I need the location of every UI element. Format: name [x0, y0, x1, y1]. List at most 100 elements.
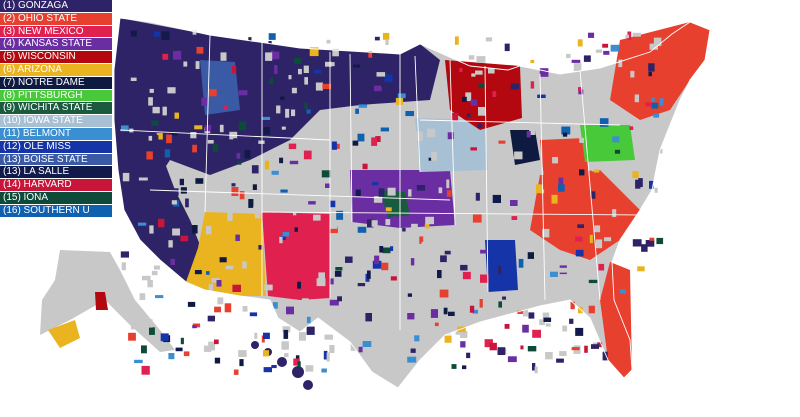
county-cell: [376, 72, 386, 77]
county-cell: [306, 326, 315, 335]
county-cell: [122, 172, 130, 182]
county-cell: [627, 31, 632, 40]
county-cell: [233, 138, 238, 147]
county-cell: [478, 83, 485, 88]
county-cell: [302, 298, 309, 305]
county-cell: [462, 96, 467, 102]
county-cell: [244, 149, 251, 159]
county-cell: [217, 202, 222, 207]
county-cell: [242, 306, 248, 312]
county-cell: [543, 317, 552, 322]
county-cell: [578, 89, 584, 95]
county-cell: [583, 55, 591, 62]
county-cell: [632, 171, 639, 179]
county-cell: [271, 365, 277, 369]
county-cell: [530, 168, 535, 176]
county-cell: [208, 283, 213, 291]
county-cell: [147, 280, 153, 288]
county-cell: [510, 200, 518, 206]
state-border: [349, 53, 353, 223]
county-cell: [195, 61, 200, 69]
county-cell: [297, 361, 301, 368]
county-cell: [295, 355, 300, 359]
county-cell: [134, 359, 143, 364]
county-cell: [368, 51, 373, 58]
county-cell: [468, 55, 475, 60]
county-cell: [385, 219, 391, 226]
county-cell: [168, 353, 175, 360]
county-cell: [283, 329, 289, 339]
county-cell: [577, 224, 584, 228]
county-cell: [237, 224, 242, 234]
county-cell: [408, 189, 412, 197]
county-cell: [206, 271, 210, 275]
state-border: [119, 129, 331, 141]
county-cell: [205, 182, 213, 188]
county-cell: [173, 50, 182, 60]
county-cell: [190, 132, 197, 139]
county-cell: [553, 253, 560, 261]
state-border: [539, 73, 546, 301]
county-cell: [559, 267, 568, 273]
county-cell: [595, 49, 602, 53]
county-cell: [268, 41, 272, 45]
boise-state-region: [200, 60, 240, 115]
county-cell: [653, 148, 663, 154]
county-cell: [143, 53, 147, 61]
county-cell: [142, 275, 151, 281]
county-cell: [652, 140, 662, 146]
county-cell: [367, 270, 371, 279]
county-cell: [321, 368, 327, 373]
county-cell: [337, 91, 343, 96]
county-cell: [571, 59, 581, 63]
county-cell: [507, 356, 517, 363]
county-cell: [231, 187, 239, 196]
county-cell: [632, 32, 641, 37]
county-cell: [387, 187, 396, 196]
alaska-base: [40, 250, 175, 352]
county-cell: [569, 318, 574, 324]
county-cell: [591, 201, 597, 210]
county-cell: [592, 271, 597, 279]
county-cell: [192, 30, 197, 35]
county-cell: [353, 64, 360, 68]
county-cell: [149, 327, 155, 335]
county-cell: [167, 87, 176, 94]
county-cell: [264, 284, 273, 291]
county-cell: [530, 59, 535, 63]
county-cell: [286, 306, 294, 315]
county-cell: [194, 270, 202, 275]
county-cell: [238, 121, 247, 131]
county-cell: [465, 92, 472, 102]
county-cell: [575, 236, 583, 242]
county-cell: [584, 345, 588, 353]
county-cell: [362, 341, 372, 347]
county-cell: [128, 332, 136, 341]
county-cell: [365, 351, 373, 361]
county-cell: [355, 108, 359, 114]
county-cell: [316, 278, 326, 287]
county-cell: [380, 127, 389, 132]
county-cell: [315, 82, 323, 91]
team-legend: (1) GONZAGA (2) OHIO STATE (3) NEW MEXIC…: [0, 0, 112, 218]
county-cell: [416, 185, 426, 191]
county-cell: [192, 225, 198, 234]
county-cell: [612, 209, 617, 218]
county-cell: [280, 189, 288, 193]
county-cell: [495, 161, 500, 167]
legend-item-pittsburgh: (8) PITTSBURGH: [0, 89, 112, 103]
county-cell: [511, 216, 518, 220]
county-cell: [183, 351, 190, 357]
county-cell: [242, 261, 247, 269]
county-cell: [303, 150, 312, 160]
county-cell: [470, 147, 477, 151]
county-cell: [395, 97, 404, 105]
county-cell: [542, 312, 550, 319]
county-cell: [472, 214, 482, 223]
county-cell: [635, 179, 641, 189]
county-cell: [443, 235, 450, 244]
county-cell: [285, 108, 290, 118]
county-cell: [258, 140, 265, 144]
county-cell: [180, 235, 189, 242]
